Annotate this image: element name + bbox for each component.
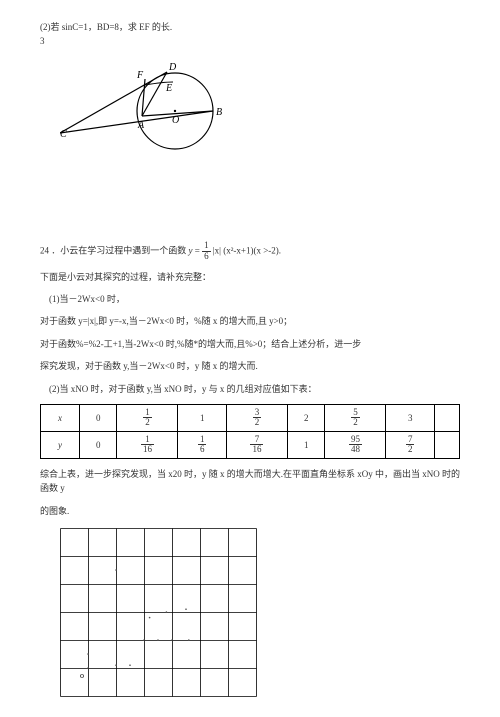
q24-p3: 探究发现，对于函数 y,当－2Wx<0 时，y 随 x 的增大而. (40, 359, 460, 373)
circle-diagram: C B A O D E F (60, 61, 460, 161)
table-header-cell: 3 (386, 404, 435, 431)
svg-text:O: O (172, 115, 179, 126)
q24-p1: 对于函数 y=|x|,即 y=-x,当－2Wx<0 时，%随 x 的增大而,且 … (40, 314, 460, 328)
table-cell: 1 (288, 431, 325, 458)
q24-sub1: 下面是小云对其探究的过程，请补充完整： (40, 270, 460, 284)
svg-text:B: B (216, 107, 222, 118)
q24-frac-den: 6 (202, 252, 211, 262)
table-header-cell: x (41, 404, 80, 431)
q24-eq: = (195, 245, 202, 255)
svg-text:D: D (168, 62, 177, 73)
table-header-cell: 2 (288, 404, 325, 431)
table-cell: 16 (178, 431, 227, 458)
grid-diagram: o (60, 528, 460, 697)
table-header-cell (434, 404, 459, 431)
q24-y: y (189, 245, 193, 255)
table-cell: 72 (386, 431, 435, 458)
q24-sub3: (2)当 xNO 时，对于函数 y,当 xNO 时，y 与 x 的几组对应值如下… (40, 382, 460, 396)
svg-text:A: A (137, 120, 145, 131)
q24-intro-a: 24 ．小云在学习过程中遇到一个函数 (40, 245, 189, 255)
svg-text:o: o (80, 671, 84, 680)
table-cell: 0 (80, 431, 117, 458)
table-header-cell: 32 (226, 404, 287, 431)
q24-conclusion: 综合上表，进一步探究发现，当 x20 时，y 随 x 的增大而增大.在平面直角坐… (40, 467, 460, 496)
table-cell: 9548 (325, 431, 386, 458)
svg-text:C: C (60, 129, 67, 140)
svg-text:F: F (136, 70, 144, 81)
table-header-cell: 52 (325, 404, 386, 431)
data-table: x0121322523 y0116167161954872 (40, 404, 460, 459)
table-cell: 716 (226, 431, 287, 458)
table-cell: 116 (117, 431, 178, 458)
q24-intro: 24 ．小云在学习过程中遇到一个函数 y = 1 6 |x| (x²-x+1)(… (40, 241, 460, 262)
q2-line1: (2)若 sinC=1，BD=8，求 EF 的长. (40, 20, 460, 34)
q24-intro-b: (x²-x+1)(x >-2). (223, 245, 281, 255)
q24-p2: 对于函数%=%2-工+1,当-2Wx<0 时,%随*的增大而,且%>0；结合上述… (40, 337, 460, 351)
table-header-cell: 0 (80, 404, 117, 431)
q24-abs: |x| (213, 245, 221, 255)
table-cell (434, 431, 459, 458)
q24-frac: 1 6 (202, 241, 211, 262)
table-header-cell: 12 (117, 404, 178, 431)
q24-sub2: (1)当－2Wx<0 时， (40, 292, 460, 306)
q24-conclusion2: 的图象. (40, 504, 460, 518)
table-cell: y (41, 431, 80, 458)
svg-text:E: E (165, 83, 172, 94)
table-header-cell: 1 (178, 404, 227, 431)
q2-line2: 3 (40, 34, 460, 48)
